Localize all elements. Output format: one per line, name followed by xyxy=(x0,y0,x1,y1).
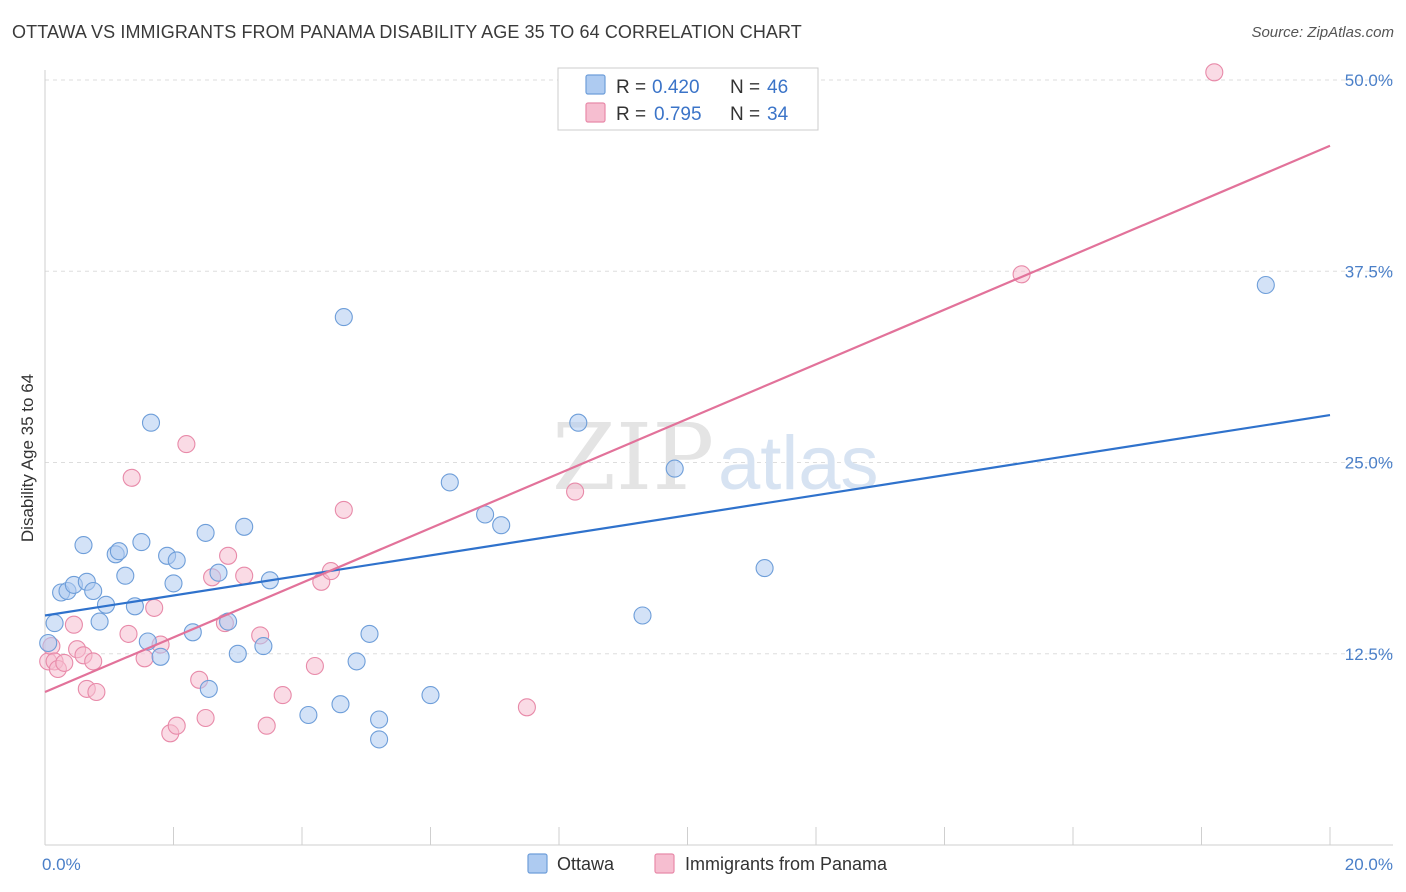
panama-point-20 xyxy=(196,708,215,728)
legend-r-label-1: R = xyxy=(616,77,651,98)
panama-point-26 xyxy=(257,716,276,735)
source-label: Source: ZipAtlas.com xyxy=(1251,24,1394,41)
ottawa-point-11 xyxy=(109,542,128,561)
ottawa-point-12 xyxy=(116,566,135,585)
chart-title: OTTAWA VS IMMIGRANTS FROM PANAMA DISABIL… xyxy=(12,22,802,42)
legend-swatch-ottawa xyxy=(585,74,606,95)
panama-point-35 xyxy=(1205,63,1224,82)
bottom-legend-label-panama: Immigrants from Panama xyxy=(685,854,888,874)
trend-line-ottawa xyxy=(44,414,1331,617)
panama-point-10 xyxy=(87,682,106,702)
ottawa-point-22 xyxy=(196,523,215,542)
ottawa-point-28 xyxy=(254,637,273,656)
panama-point-12 xyxy=(122,468,141,487)
panama-point-24 xyxy=(235,566,254,585)
ottawa-point-7 xyxy=(84,581,103,601)
ottawa-point-43 xyxy=(665,459,684,478)
ottawa-point-40 xyxy=(492,516,511,535)
ottawa-point-5 xyxy=(74,536,93,555)
ottawa-point-23 xyxy=(199,679,218,698)
bottom-legend-swatch-panama xyxy=(654,853,675,874)
ottawa-point-27 xyxy=(235,517,254,536)
ottawa-point-1 xyxy=(45,614,64,633)
bottom-legend: Ottawa Immigrants from Panama xyxy=(527,853,888,874)
ottawa-point-26 xyxy=(228,644,247,663)
panama-point-14 xyxy=(145,598,164,617)
y-tick-label-1: 25.0% xyxy=(1345,454,1393,473)
ottawa-point-0 xyxy=(39,633,58,653)
ottawa-point-45 xyxy=(1256,275,1275,295)
series-panama-points xyxy=(39,63,1224,743)
ottawa-point-33 xyxy=(347,652,366,671)
x-tick-labels: 0.0% 20.0% xyxy=(42,855,1393,874)
ottawa-point-24 xyxy=(209,563,228,582)
ottawa-point-37 xyxy=(421,686,440,705)
watermark-atlas: atlas xyxy=(718,421,879,506)
watermark: ZIP atlas xyxy=(552,404,879,511)
ottawa-point-34 xyxy=(360,624,379,643)
ottawa-point-31 xyxy=(331,695,350,714)
panama-point-28 xyxy=(305,656,324,676)
panama-point-23 xyxy=(219,546,238,565)
y-tick-label-2: 37.5% xyxy=(1345,262,1393,281)
legend-swatch-panama xyxy=(585,102,606,123)
panama-point-9 xyxy=(84,652,103,671)
legend-r-value-1: 0.420 xyxy=(652,77,700,98)
grid-lines xyxy=(45,79,1393,655)
ottawa-point-16 xyxy=(141,413,161,432)
ottawa-point-32 xyxy=(334,308,353,327)
bottom-legend-label-ottawa: Ottawa xyxy=(557,854,615,874)
legend-n-label-2: N = xyxy=(730,104,765,125)
ottawa-point-42 xyxy=(633,606,652,625)
y-tick-labels: 12.5% 25.0% 37.5% 50.0% xyxy=(1345,71,1393,664)
ottawa-point-36 xyxy=(370,710,389,729)
panama-point-32 xyxy=(517,698,536,717)
x-tick-label-1: 20.0% xyxy=(1345,855,1393,874)
legend-r-value-2: 0.795 xyxy=(654,104,702,125)
ottawa-point-14 xyxy=(132,533,151,552)
ottawa-point-38 xyxy=(440,473,459,492)
ottawa-point-19 xyxy=(164,574,183,593)
axes xyxy=(44,70,1393,846)
trend-line-panama xyxy=(44,144,1331,694)
ottawa-point-17 xyxy=(151,647,170,666)
legend-n-label-1: N = xyxy=(730,77,765,98)
ottawa-point-20 xyxy=(167,551,186,570)
panama-point-33 xyxy=(566,482,585,501)
panama-point-11 xyxy=(119,624,138,643)
panama-point-27 xyxy=(273,686,292,705)
y-tick-label-0: 12.5% xyxy=(1345,645,1393,664)
ottawa-point-35 xyxy=(370,730,389,749)
panama-point-4 xyxy=(55,653,74,672)
panama-point-18 xyxy=(177,435,196,454)
legend-n-value-1: 46 xyxy=(767,77,788,98)
x-tick-label-0: 0.0% xyxy=(42,855,81,874)
ottawa-point-8 xyxy=(90,612,109,631)
legend-box: R = 0.420 N = 46 R = 0.795 N = 34 xyxy=(557,67,819,131)
panama-point-17 xyxy=(167,716,186,735)
ottawa-point-30 xyxy=(299,705,318,725)
legend-r-label-2: R = xyxy=(616,104,651,125)
panama-point-5 xyxy=(64,615,83,634)
legend-n-value-2: 34 xyxy=(767,104,789,125)
bottom-legend-swatch-ottawa xyxy=(527,853,548,874)
series-ottawa-points xyxy=(39,275,1275,749)
y-tick-label-3: 50.0% xyxy=(1345,71,1393,90)
panama-point-31 xyxy=(334,500,353,519)
y-axis-title: Disability Age 35 to 64 xyxy=(18,374,37,542)
ottawa-point-44 xyxy=(755,559,774,578)
trend-lines xyxy=(44,144,1331,694)
ottawa-point-41 xyxy=(569,413,588,432)
